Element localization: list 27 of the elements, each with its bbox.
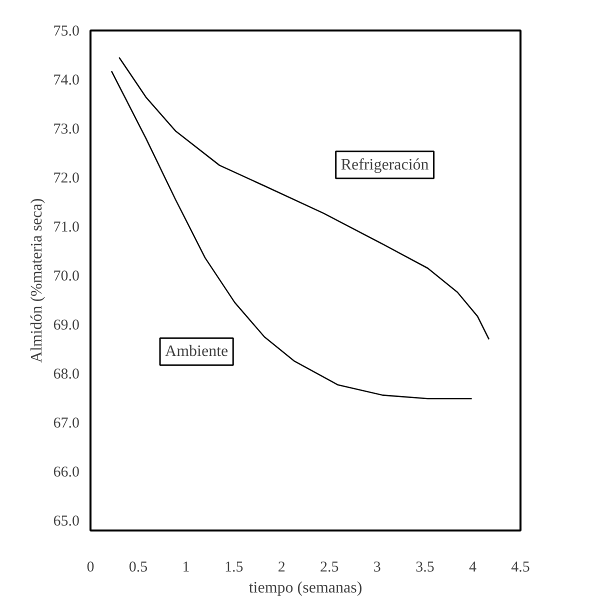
y-tick-label: 71.0 (53, 220, 80, 236)
x-tick-label: 3 (373, 560, 381, 576)
series-label: Ambiente (165, 343, 228, 360)
line-series (110, 70, 472, 400)
y-tick-label: 68.0 (53, 366, 80, 383)
y-tick-label: 73.0 (53, 122, 80, 138)
x-tick-label: 0 (86, 560, 94, 576)
line-series (118, 56, 490, 340)
y-tick-label: 69.0 (53, 318, 80, 334)
y-tick-label: 67.0 (53, 416, 80, 432)
x-tick-label: 4.5 (511, 560, 530, 576)
x-tick-label: 4 (468, 560, 477, 576)
x-tick-label: 1 (182, 560, 190, 576)
y-axis-title: Almidón (%materia seca) (28, 198, 46, 363)
y-tick-label: 65.0 (53, 514, 80, 530)
y-tick-label: 66.0 (53, 464, 80, 481)
y-tick-label: 70.0 (53, 268, 80, 285)
x-tick-label: 2 (278, 560, 286, 576)
x-tick-label: 3.5 (416, 560, 434, 576)
x-tick-label: 1.5 (224, 560, 244, 576)
y-tick-label: 72.0 (53, 170, 80, 187)
x-tick-label: 0.5 (128, 560, 148, 576)
y-tick-label: 74.0 (53, 72, 80, 89)
y-tick-label: 75.0 (53, 24, 80, 40)
text: Refrigeración (340, 156, 429, 174)
x-axis-title: tiempo (semanas) (248, 580, 362, 596)
x-tick-label: 2.5 (320, 560, 339, 576)
